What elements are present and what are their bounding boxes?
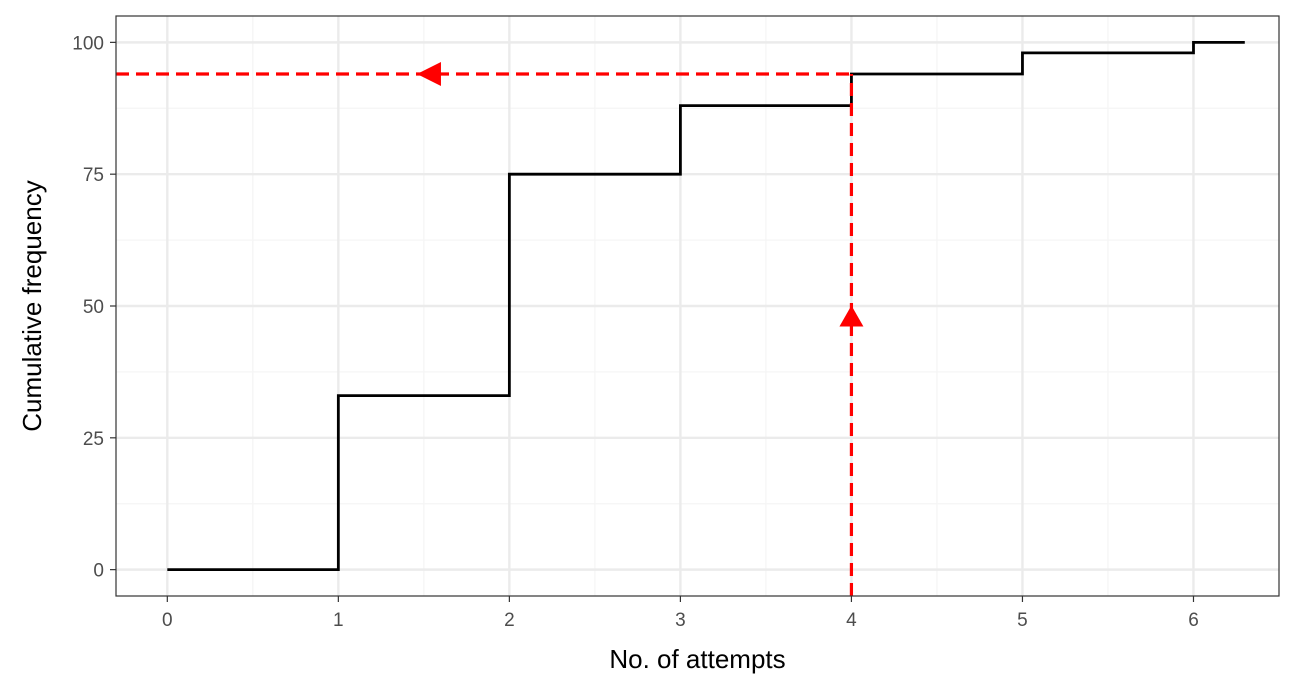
- x-tick-label: 3: [675, 610, 686, 631]
- y-tick-label: 100: [72, 33, 104, 54]
- x-tick-label: 1: [333, 610, 344, 631]
- y-tick-label: 50: [83, 297, 104, 318]
- series-layer: [167, 40, 1245, 572]
- y-axis: 0 25 50 75 100: [72, 33, 116, 582]
- x-tick-label: 6: [1188, 610, 1199, 631]
- x-tick-label: 2: [504, 610, 515, 631]
- annotation-layer: [116, 62, 864, 596]
- y-axis-title: Cumulative frequency: [17, 180, 47, 431]
- x-tick-label: 4: [846, 610, 857, 631]
- y-tick-label: 75: [83, 165, 104, 186]
- y-tick-label: 25: [83, 429, 104, 450]
- x-axis-title: No. of attempts: [609, 644, 785, 674]
- left-arrow-head: [416, 62, 441, 86]
- x-tick-label: 0: [162, 610, 173, 631]
- x-tick-label: 5: [1017, 610, 1028, 631]
- series-line: [167, 40, 1245, 572]
- major-gridlines: [116, 16, 1279, 596]
- y-tick-label: 0: [93, 561, 104, 582]
- up-arrow-head: [839, 305, 864, 327]
- x-axis: 0 1 2 3 4 5 6: [162, 596, 1199, 631]
